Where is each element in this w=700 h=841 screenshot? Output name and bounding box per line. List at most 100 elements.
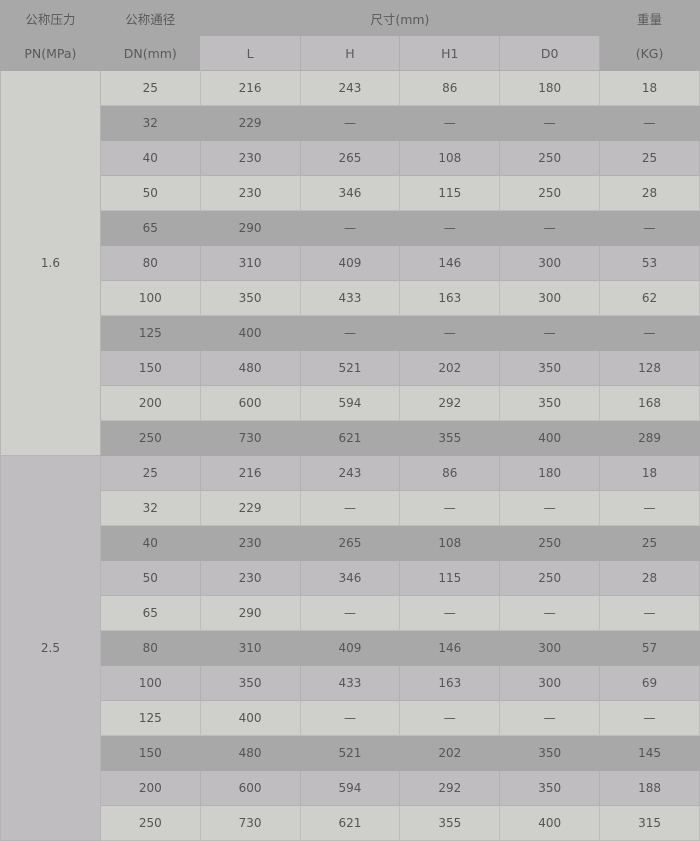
table-cell: 346: [299, 175, 401, 211]
table-cell: 65: [100, 210, 201, 246]
table-row: 40 230 265 108 250 25: [1, 140, 700, 176]
table-cell: 243: [299, 70, 401, 106]
table-cell: 250: [499, 140, 601, 176]
table-cell: 57: [599, 630, 700, 666]
table-cell: 50: [99, 175, 201, 211]
table-cell: 521: [300, 735, 400, 771]
table-cell: 200: [99, 385, 201, 421]
table-cell: 230: [199, 175, 301, 211]
table-cell: 300: [499, 630, 600, 666]
table-cell: 265: [300, 525, 400, 561]
table-cell: 521: [299, 350, 401, 386]
table-cell: 230: [199, 140, 301, 176]
table-cell: —: [300, 105, 400, 141]
table-cell: 310: [199, 245, 301, 281]
table-row: 40 230 265 108 250 25: [1, 525, 700, 561]
table-cell: 409: [300, 630, 400, 666]
table-cell: 163: [399, 280, 501, 316]
table-cell: 400: [499, 420, 600, 456]
table-cell: 202: [399, 735, 500, 771]
table-cell: 243: [299, 455, 401, 491]
table-cell: —: [599, 210, 700, 246]
table-cell: —: [599, 105, 700, 141]
table-cell: —: [599, 700, 700, 736]
table-cell: —: [300, 315, 400, 351]
header-h: H: [299, 35, 401, 71]
table-cell: —: [399, 595, 501, 631]
table-cell: 480: [200, 735, 301, 771]
table-cell: 346: [299, 560, 401, 596]
table-cell: 315: [599, 805, 700, 841]
table-cell: —: [499, 210, 600, 246]
table-cell: —: [399, 315, 500, 351]
table-cell: 216: [199, 70, 301, 106]
table-cell: —: [499, 105, 600, 141]
table-cell: 289: [599, 420, 700, 456]
table-cell: 594: [299, 385, 401, 421]
table-row: 150 480 521 202 350 128: [1, 350, 700, 386]
table-cell: 146: [399, 245, 501, 281]
header-pn: PN(MPa): [0, 35, 101, 71]
table-cell: 433: [299, 665, 401, 701]
table-cell: 86: [399, 70, 501, 106]
table-row: 2.5 25 216 243 86 180 18: [0, 455, 700, 841]
table-cell: 300: [499, 280, 601, 316]
table-cell: 200: [99, 770, 201, 806]
table-cell: 108: [399, 140, 501, 176]
table-cell: 216: [199, 455, 301, 491]
table-row: 65 290— — — —: [1, 595, 700, 631]
table-cell: 230: [199, 560, 301, 596]
table-cell: 180: [499, 455, 601, 491]
table-cell: 86: [399, 455, 501, 491]
table-cell: 80: [100, 630, 201, 666]
table-cell: 100: [99, 280, 201, 316]
table-cell: 600: [199, 385, 301, 421]
table-cell: 400: [200, 315, 301, 351]
table-row: 50 230 346 115 250 28: [1, 560, 700, 596]
table-cell: 621: [299, 805, 401, 841]
table-cell: —: [599, 315, 700, 351]
table-cell: 18: [599, 70, 700, 106]
table-cell: 730: [200, 420, 301, 456]
table-cell: 115: [399, 175, 501, 211]
table-cell: 250: [499, 175, 601, 211]
table-cell: 480: [199, 350, 301, 386]
table-cell: 40: [100, 525, 201, 561]
table-row: 125 400— — — —: [1, 700, 700, 736]
table-cell: 80: [99, 245, 201, 281]
table-cell: —: [499, 595, 601, 631]
table-cell: 229: [200, 105, 301, 141]
table-cell: 40: [99, 140, 201, 176]
table-cell: —: [299, 490, 401, 526]
table-cell: 128: [599, 350, 700, 386]
table-cell: 125: [99, 700, 201, 736]
table-row: 1.6 25 216 243 86 180 18: [0, 70, 700, 456]
table-row: 250 730 621 355 400 289: [1, 420, 700, 456]
table-cell: 594: [299, 770, 401, 806]
table-cell: 600: [199, 770, 301, 806]
table-cell: 25: [99, 70, 201, 106]
header-weight-cn: 重量: [599, 0, 700, 36]
table-cell: 28: [599, 560, 700, 596]
table-cell: 300: [499, 665, 601, 701]
table-cell: —: [499, 490, 601, 526]
table-cell: 350: [499, 735, 600, 771]
table-cell: 730: [199, 805, 301, 841]
table-cell: —: [399, 700, 501, 736]
table-cell: 25: [599, 140, 700, 176]
table-cell: —: [399, 105, 500, 141]
table-row: 80 310 409 146 300 53: [1, 245, 700, 281]
table-cell: 350: [199, 665, 301, 701]
table-cell: 355: [399, 420, 500, 456]
table-cell: 310: [200, 630, 301, 666]
table-cell: 150: [100, 735, 201, 771]
table-cell: 621: [300, 420, 400, 456]
table-cell: 292: [399, 385, 501, 421]
table-cell: —: [299, 700, 401, 736]
table-cell: —: [499, 315, 600, 351]
table-cell: 28: [599, 175, 700, 211]
table-cell: 50: [99, 560, 201, 596]
table-cell: 350: [499, 770, 601, 806]
table-row: 250 730 621 355 400 315: [1, 805, 700, 841]
table-cell: 290: [199, 595, 301, 631]
